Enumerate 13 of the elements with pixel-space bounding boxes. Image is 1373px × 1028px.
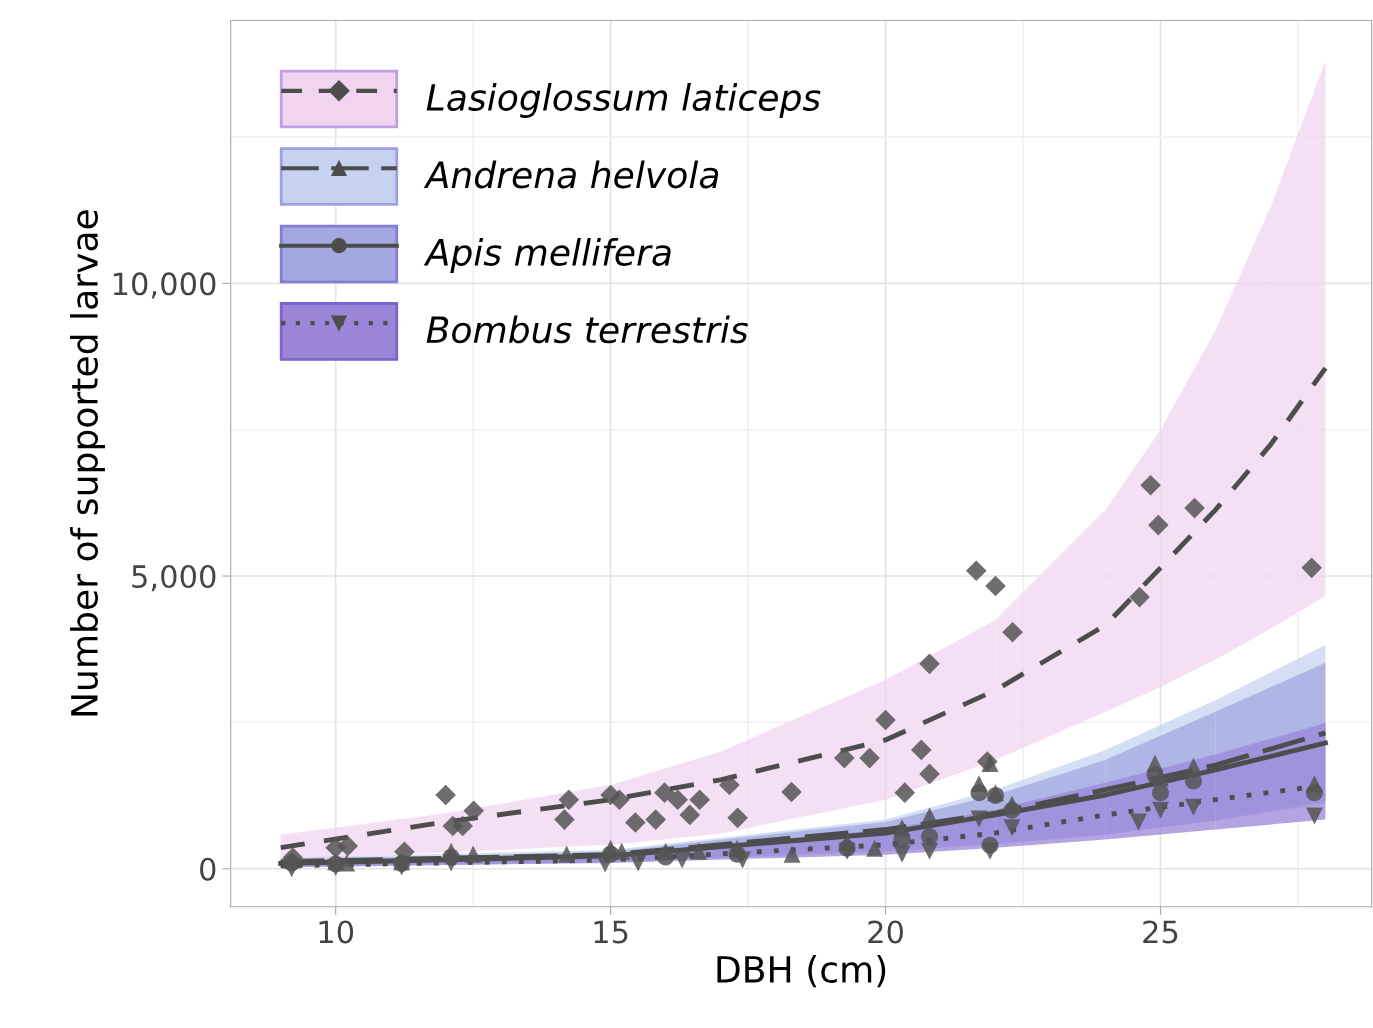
y-tick-label: 0: [200, 857, 216, 881]
y-tick-label: 10,000: [113, 272, 216, 299]
y-axis-title: Number of supported larvae: [70, 210, 105, 716]
legend-label: Bombus terrestris: [426, 315, 748, 344]
y-tick-label: 5,000: [132, 564, 216, 592]
x-tick-label: 20: [868, 920, 903, 944]
x-tick-label: 25: [1143, 920, 1178, 944]
legend-label: Andrena helvola: [423, 160, 719, 189]
x-axis-title: DBH (cm): [717, 955, 886, 988]
legend-label: Lasioglossum laticeps: [426, 83, 821, 118]
x-tick-label: 10: [319, 920, 354, 944]
legend-label: Apis mellifera: [423, 237, 671, 273]
x-tick-label: 15: [594, 920, 628, 944]
